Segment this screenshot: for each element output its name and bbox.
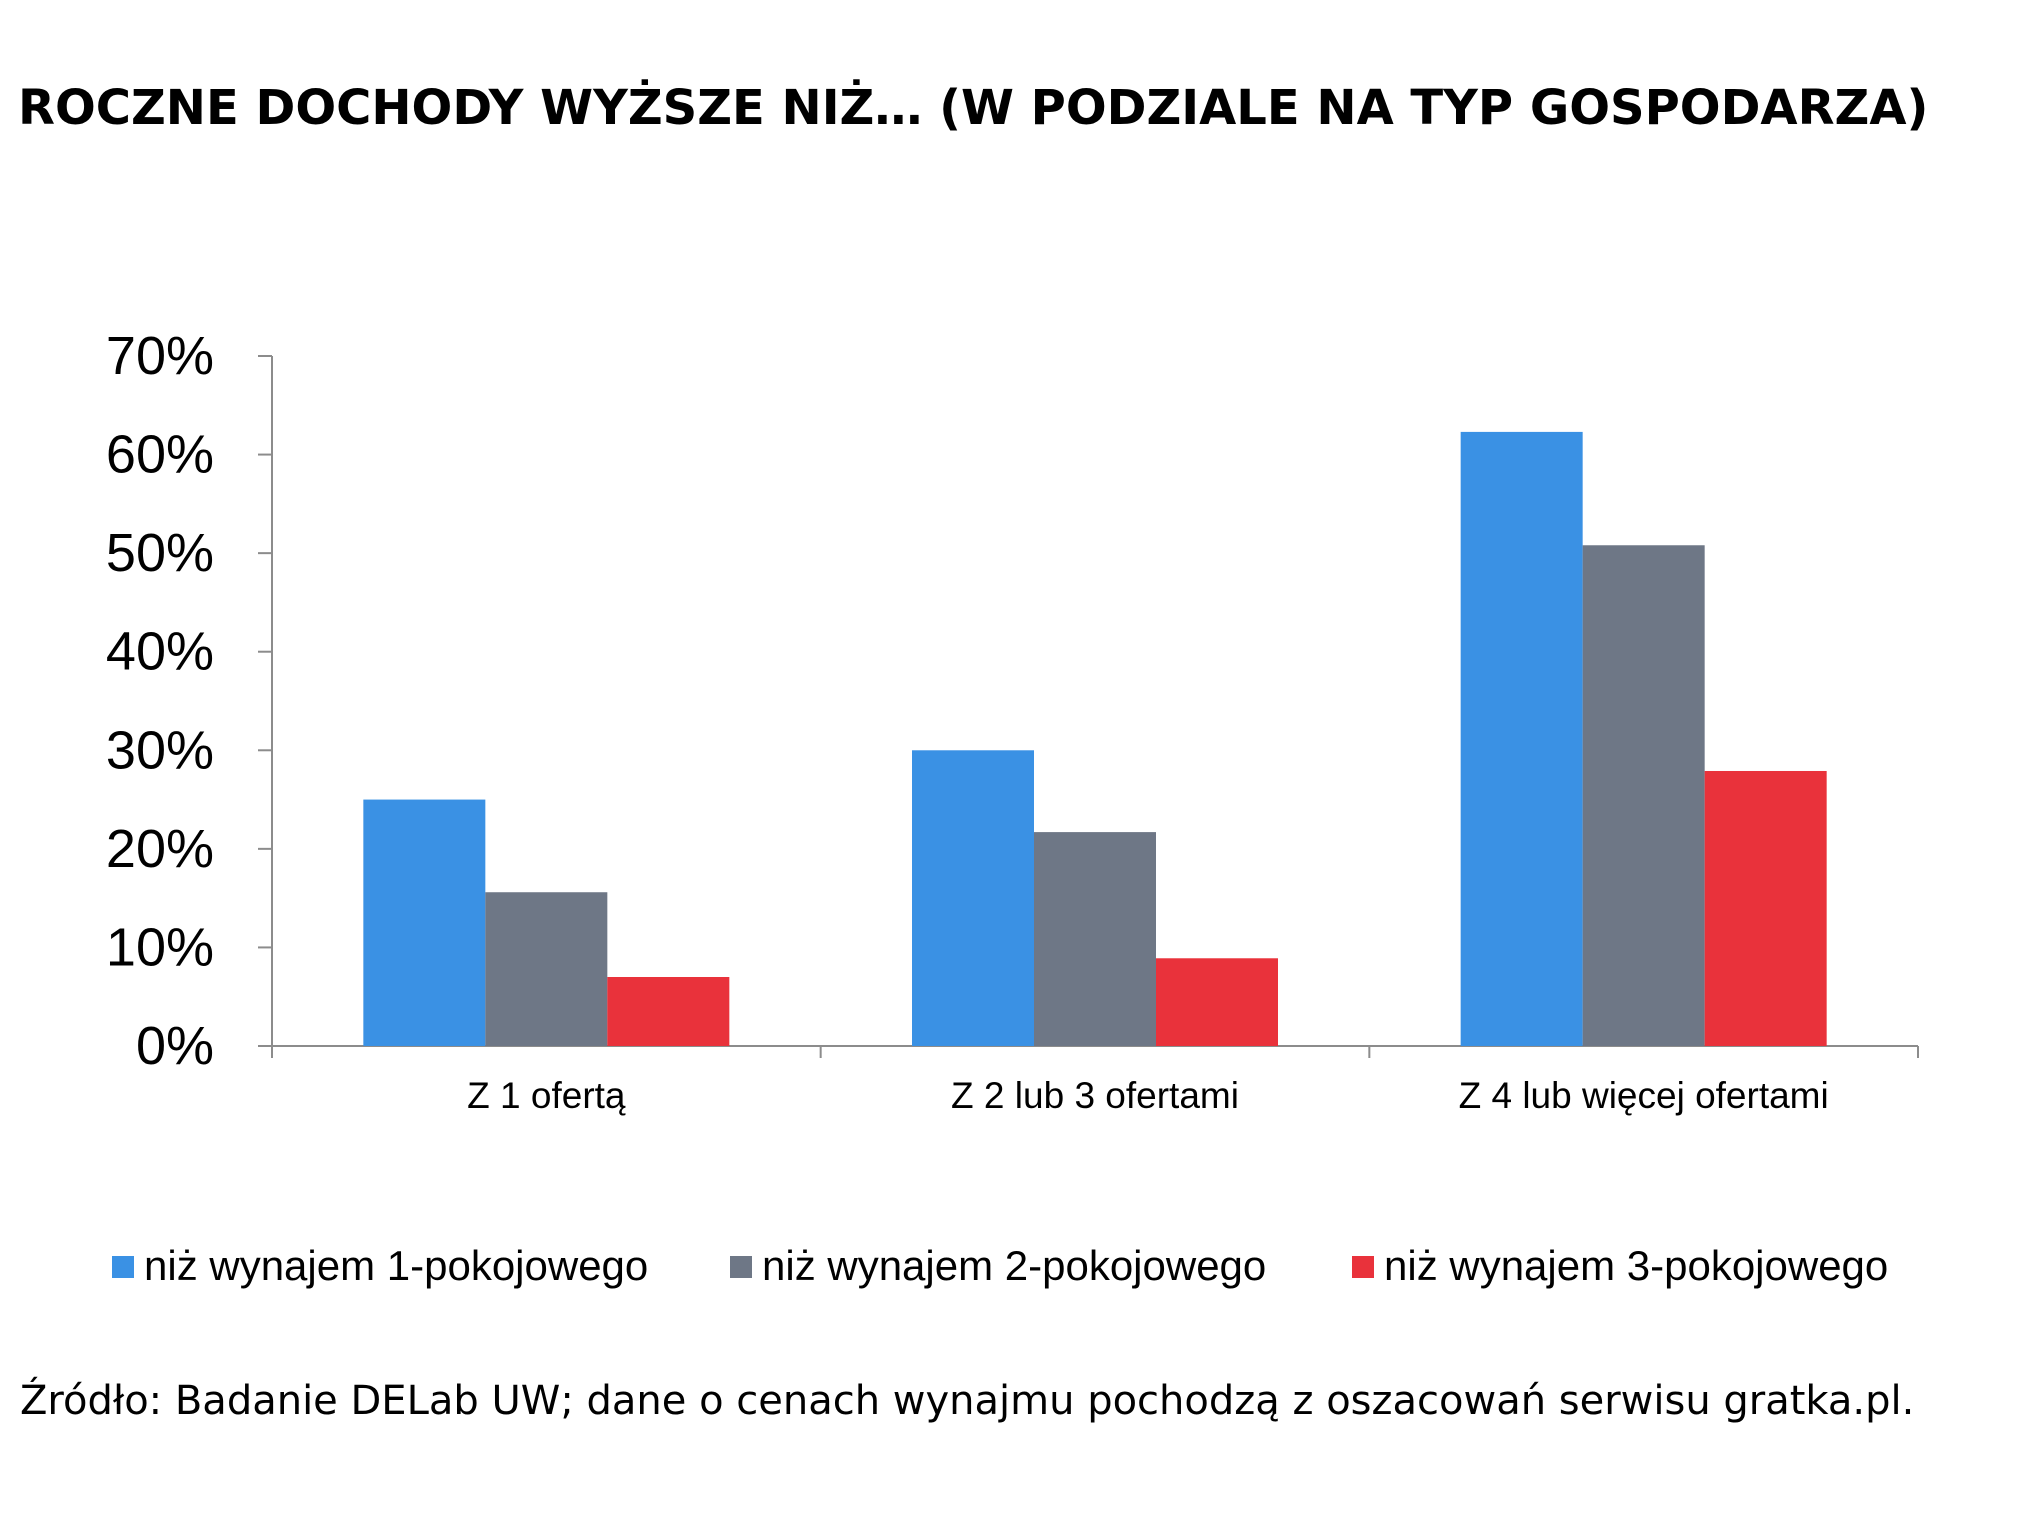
bar-3-series-1 <box>1460 431 1583 1046</box>
legend-label: niż wynajem 1-pokojowego <box>144 1242 648 1289</box>
y-tick-label: 40% <box>106 622 214 682</box>
bar-2-series-1 <box>912 750 1034 1046</box>
bar-3-series-3 <box>1704 770 1827 1046</box>
y-tick-label: 70% <box>106 326 214 386</box>
y-tick-label: 60% <box>106 425 214 485</box>
bar-1-series-3 <box>607 977 730 1046</box>
legend-swatch <box>112 1256 134 1278</box>
y-tick-label: 10% <box>106 917 214 977</box>
legend-swatch <box>730 1256 752 1278</box>
y-tick-label: 0% <box>136 1016 214 1076</box>
legend-swatch <box>1352 1256 1374 1278</box>
legend-label: niż wynajem 2-pokojowego <box>762 1242 1266 1289</box>
source-note: Źródło: Badanie DELab UW; dane o cenach … <box>20 1378 1915 1424</box>
bar-2-series-2 <box>1034 832 1156 1046</box>
bar-2-series-3 <box>1156 958 1278 1046</box>
chart-title: ROCZNE DOCHODY WYŻSZE NIŻ… (W PODZIALE N… <box>18 80 1929 136</box>
y-tick-label: 20% <box>106 819 214 879</box>
bar-chart: 0% 10% 20% 30% 40% 50% 60% 70% Z 1 ofertą Z 2 lu… <box>106 326 1919 1289</box>
bar-3-series-2 <box>1582 545 1705 1046</box>
x-category-label: Z 1 ofertą <box>467 1075 626 1116</box>
bar-1-series-2 <box>485 892 608 1046</box>
chart-axes: 0% 10% 20% 30% 40% 50% 60% 70% <box>106 326 1919 1076</box>
chart-bars <box>363 431 1827 1046</box>
x-axis-labels: Z 1 ofertą Z 2 lub 3 ofertami Z 4 lub więc… <box>467 1075 1829 1116</box>
legend-label: niż wynajem 3-pokojowego <box>1384 1242 1888 1289</box>
y-tick-label: 50% <box>106 523 214 583</box>
x-category-label: Z 4 lub więcej ofertami <box>1459 1075 1829 1116</box>
y-tick-label: 30% <box>106 720 214 780</box>
chart-legend: niż wynajem 1-pokojowego niż wynajem 2-po… <box>112 1242 1888 1289</box>
x-category-label: Z 2 lub 3 ofertami <box>951 1075 1239 1116</box>
bar-1-series-1 <box>363 799 486 1046</box>
